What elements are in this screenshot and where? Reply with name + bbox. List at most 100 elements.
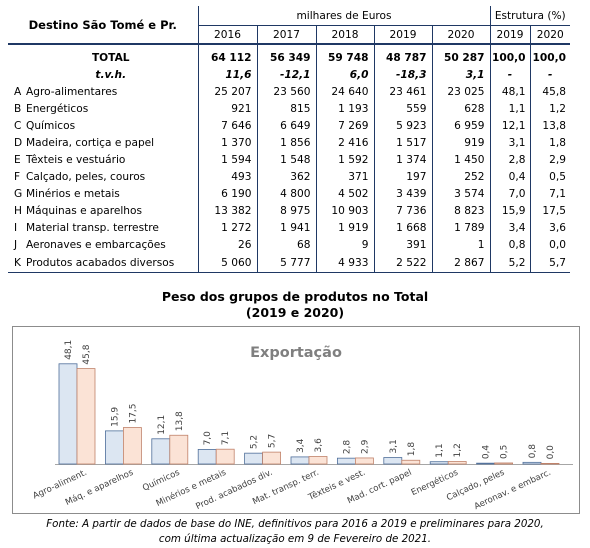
row-code: D xyxy=(14,136,23,149)
row-value: 1 517 xyxy=(373,134,432,151)
bar xyxy=(354,457,374,465)
bar xyxy=(197,449,217,465)
row-structure: 0,0 xyxy=(529,236,570,253)
year-header: 2019 xyxy=(373,25,432,45)
data-label: 3,1 xyxy=(389,439,399,453)
row-value: 1 789 xyxy=(431,219,490,236)
data-label: 1,1 xyxy=(435,443,445,457)
row-label: Material transp. terrestre xyxy=(26,221,159,234)
data-label: 3,4 xyxy=(296,438,306,453)
row-structure: 17,5 xyxy=(529,202,570,219)
bar xyxy=(447,461,467,465)
data-label: 2,9 xyxy=(360,439,370,454)
total-row: TOTAL 64 112 56 349 59 748 48 787 50 287… xyxy=(8,44,570,66)
data-label: 45,8 xyxy=(82,344,92,364)
data-label: 7,1 xyxy=(221,431,231,445)
row-value: 1 856 xyxy=(256,134,316,151)
chart-section-title: Peso dos grupos de produtos no Total xyxy=(161,289,429,304)
row-value: 2 416 xyxy=(315,134,374,151)
row-code: J xyxy=(14,238,18,251)
row-structure: 12,1 xyxy=(489,117,530,134)
data-label: 0,8 xyxy=(528,444,538,459)
year-header: 2018 xyxy=(315,25,374,45)
row-value: 1 594 xyxy=(197,151,257,168)
data-label: 5,7 xyxy=(268,434,278,448)
row-value: 8 823 xyxy=(431,202,490,219)
bar xyxy=(383,457,403,465)
category-label: Aeronav. e embarc. xyxy=(473,468,553,512)
row-value: 3 574 xyxy=(431,185,490,202)
row-structure: 2,9 xyxy=(529,151,570,168)
total-value: 59 748 xyxy=(315,44,374,66)
bar xyxy=(401,459,421,465)
row-value: 6 190 xyxy=(197,185,257,202)
bar xyxy=(336,457,356,465)
row-label: Têxteis e vestuário xyxy=(26,153,126,166)
data-label: 2,8 xyxy=(342,440,352,455)
data-label: 0,0 xyxy=(546,445,556,460)
tvh-row: t.v.h. 11,6 -12,1 6,0 -18,3 3,1 - - xyxy=(8,66,570,83)
row-label: Energéticos xyxy=(26,102,89,115)
bar xyxy=(215,448,235,465)
bar xyxy=(169,434,189,465)
row-label: Produtos acabados diversos xyxy=(24,253,198,273)
row-value: 4 933 xyxy=(315,253,374,273)
data-label: 12,1 xyxy=(157,415,167,435)
row-value: 9 xyxy=(315,236,374,253)
row-value: 5 777 xyxy=(256,253,316,273)
source-note-line2: com última actualização em 9 de Fevereir… xyxy=(158,533,432,545)
row-value: 815 xyxy=(256,100,316,117)
row-code: I xyxy=(14,221,18,234)
total-structure: 100,0 xyxy=(489,44,530,66)
total-value: 64 112 xyxy=(197,44,257,66)
tvh-value: 3,1 xyxy=(431,66,490,83)
row-value: 1 370 xyxy=(197,134,257,151)
row-label: Minérios e metais xyxy=(26,187,120,200)
table-row: D Madeira, cortiça e papel 1 370 1 856 2 416… xyxy=(8,134,570,151)
tvh-value: 11,6 xyxy=(197,66,257,83)
data-label: 1,8 xyxy=(407,442,417,457)
row-value: 2 867 xyxy=(431,253,490,273)
data-label: 17,5 xyxy=(128,403,138,423)
chart-frame: Exportação 48,1 45,8 Agro-aliment. 15,9 17,5 M… xyxy=(12,326,580,514)
bar xyxy=(308,456,328,465)
structure-year-header: 2020 xyxy=(529,25,570,45)
row-value: 6 959 xyxy=(431,117,490,134)
row-structure: 0,4 xyxy=(489,168,530,185)
row-value: 13 382 xyxy=(197,202,257,219)
row-value: 1 919 xyxy=(315,219,374,236)
year-header: 2017 xyxy=(256,25,316,45)
row-value: 4 502 xyxy=(315,185,374,202)
row-value: 1 374 xyxy=(373,151,432,168)
row-value: 24 640 xyxy=(315,83,374,100)
data-label: 13,8 xyxy=(175,411,185,431)
row-value: 1 193 xyxy=(315,100,374,117)
row-value: 197 xyxy=(373,168,432,185)
bar xyxy=(151,438,171,465)
table-row: G Minérios e metais 6 190 4 800 4 502 3 439 3 … xyxy=(8,185,570,202)
row-structure: 13,8 xyxy=(529,117,570,134)
bar xyxy=(476,462,496,465)
category-label: Prod. acabados div. xyxy=(194,468,274,512)
row-value: 25 207 xyxy=(197,83,257,100)
row-structure: 7,1 xyxy=(529,185,570,202)
row-value: 26 xyxy=(197,236,257,253)
tvh-label: t.v.h. xyxy=(95,68,127,81)
row-code: G xyxy=(14,187,23,200)
row-value: 559 xyxy=(373,100,432,117)
row-value: 2 522 xyxy=(373,253,432,273)
row-value: 362 xyxy=(256,168,316,185)
row-value: 5 923 xyxy=(373,117,432,134)
row-value: 1 668 xyxy=(373,219,432,236)
row-code: C xyxy=(14,119,22,132)
bar xyxy=(290,456,310,465)
bar xyxy=(105,430,124,465)
row-structure: 7,0 xyxy=(489,185,530,202)
bar xyxy=(76,368,96,465)
table-row: F Calçado, peles, couros 493 362 371 197 252 0,… xyxy=(8,168,570,185)
data-label: 7,0 xyxy=(203,431,213,446)
bar xyxy=(244,452,264,465)
row-value: 921 xyxy=(197,100,257,117)
row-code: F xyxy=(14,170,21,183)
